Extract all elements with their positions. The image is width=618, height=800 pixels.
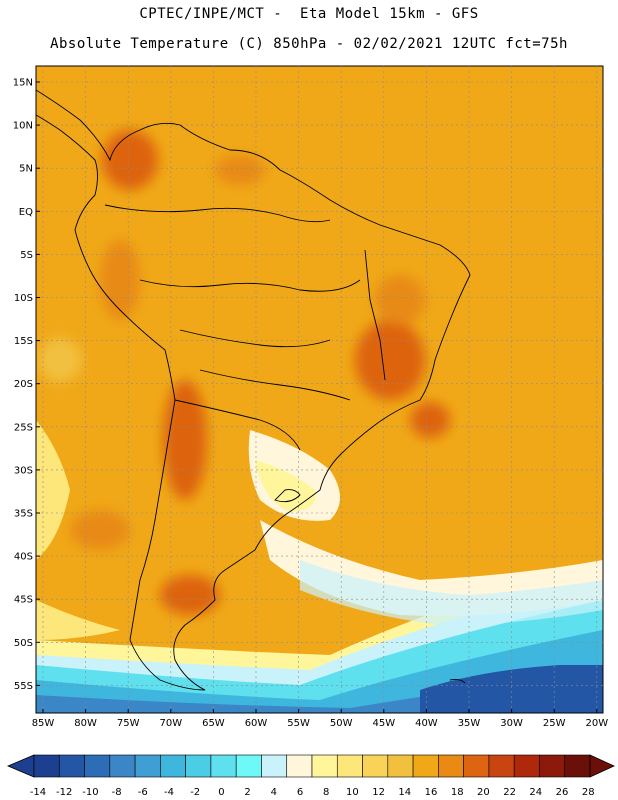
- lat-label-50s: 50S: [14, 638, 33, 649]
- colorbar-tick-label: -12: [56, 787, 72, 798]
- lon-label-80w: 80W: [74, 718, 97, 729]
- lon-label-30w: 30W: [500, 718, 523, 729]
- colorbar-tick-label: 2: [244, 787, 250, 798]
- lon-label-85w: 85W: [32, 718, 55, 729]
- colorbar-swatch: [336, 754, 363, 778]
- colorbar-swatch: [286, 754, 313, 778]
- colorbar-tick-label: -10: [82, 787, 98, 798]
- lon-label-40w: 40W: [415, 718, 438, 729]
- colorbar-tick-label: 4: [271, 787, 277, 798]
- colorbar-tick-label: 28: [582, 787, 595, 798]
- lat-label-15n: 15N: [13, 78, 33, 89]
- colorbar-swatch: [438, 754, 464, 778]
- coastlines: [36, 89, 471, 691]
- colorbar-tick-label: 18: [451, 787, 464, 798]
- colorbar-swatch: [160, 754, 186, 778]
- colorbar-swatch: [513, 754, 540, 778]
- lat-label-10n: 10N: [13, 121, 33, 132]
- colorbar-tick-label: 0: [218, 787, 224, 798]
- colorbar-tick-label: -14: [30, 787, 46, 798]
- lat-label-40s: 40S: [14, 552, 33, 563]
- colorbar-tick-label: -6: [138, 787, 148, 798]
- colorbar-swatch: [412, 754, 439, 778]
- lat-label-15s: 15S: [14, 336, 33, 347]
- colorbar-tick-label: 24: [529, 787, 542, 798]
- colorbar-low-arrow: [6, 754, 35, 778]
- lon-label-50w: 50W: [330, 718, 353, 729]
- temperature-field: [36, 66, 603, 713]
- colorbar-swatch: [185, 754, 212, 778]
- lat-label-55s: 55S: [14, 681, 33, 692]
- colorbar-tick-label: 14: [398, 787, 411, 798]
- longitude-labels: 85W 80W 75W 70W 65W 60W 55W 50W 45W 40W 35W 30W 25W 2…: [32, 709, 608, 729]
- colorbar-tick-label: 26: [556, 787, 569, 798]
- lat-label-45s: 45S: [14, 595, 33, 606]
- lon-label-25w: 25W: [543, 718, 566, 729]
- colorbar-swatch: [134, 754, 161, 778]
- colorbar-tick-label: 12: [372, 787, 385, 798]
- colorbar-tick-label: -4: [164, 787, 174, 798]
- colorbar-tick-label: 6: [297, 787, 303, 798]
- colorbar-swatch: [362, 754, 389, 778]
- lon-label-45w: 45W: [372, 718, 395, 729]
- lat-label-25s: 25S: [14, 422, 33, 433]
- lon-label-75w: 75W: [117, 718, 140, 729]
- colorbar-tick-label: 16: [425, 787, 438, 798]
- lon-label-70w: 70W: [159, 718, 182, 729]
- colorbar-tick-label: -8: [112, 787, 122, 798]
- colorbar-swatch: [564, 754, 591, 778]
- lat-label-5s: 5S: [20, 250, 33, 261]
- colorbar-tick-label: 8: [323, 787, 329, 798]
- lat-label-20s: 20S: [14, 379, 33, 390]
- latitude-labels: 15N 10N 5N EQ 5S 10S 15S 20S 25S 30S 35S 40S 45S 50S 5…: [13, 78, 40, 692]
- colorbar-tick-label: -2: [190, 787, 200, 798]
- lat-label-5n: 5N: [19, 164, 33, 175]
- colorbar-swatch: [387, 754, 414, 778]
- lat-label-eq: EQ: [19, 207, 33, 218]
- lon-label-65w: 65W: [202, 718, 225, 729]
- colorbar-swatch: [84, 754, 111, 778]
- colorbar-tick-label: 22: [503, 787, 516, 798]
- colorbar-swatch: [109, 754, 136, 778]
- colorbar-swatch: [261, 754, 288, 778]
- colorbar-swatch: [210, 754, 237, 778]
- colorbar-tick-label: 10: [346, 787, 359, 798]
- colorbar-swatch: [488, 754, 515, 778]
- lon-label-20w: 20W: [585, 718, 608, 729]
- lat-label-35s: 35S: [14, 509, 33, 520]
- colorbar-swatch: [33, 754, 60, 778]
- lat-label-30s: 30S: [14, 465, 33, 476]
- lat-label-10s: 10S: [14, 293, 33, 304]
- colorbar-high-arrow: [589, 754, 615, 778]
- colorbar-tick-label: 20: [477, 787, 490, 798]
- colorbar-swatch: [463, 754, 490, 778]
- colorbar-swatch: [539, 754, 566, 778]
- colorbar-swatch: [58, 754, 85, 778]
- title-line-1: CPTEC/INPE/MCT - Eta Model 15km - GFS: [139, 6, 479, 22]
- lon-label-55w: 55W: [287, 718, 310, 729]
- lon-label-60w: 60W: [245, 718, 268, 729]
- colorbar-swatch: [311, 754, 338, 778]
- colorbar: -14 -12 -10 -8 -6 -4 -2 0 2 4 6 8 10 12 14 16 18 20 22 24 26…: [6, 754, 615, 798]
- lon-label-35w: 35W: [458, 718, 481, 729]
- title-line-2: Absolute Temperature (C) 850hPa - 02/02/…: [50, 36, 568, 52]
- map-frame: [35, 65, 604, 714]
- colorbar-swatch: [235, 754, 262, 778]
